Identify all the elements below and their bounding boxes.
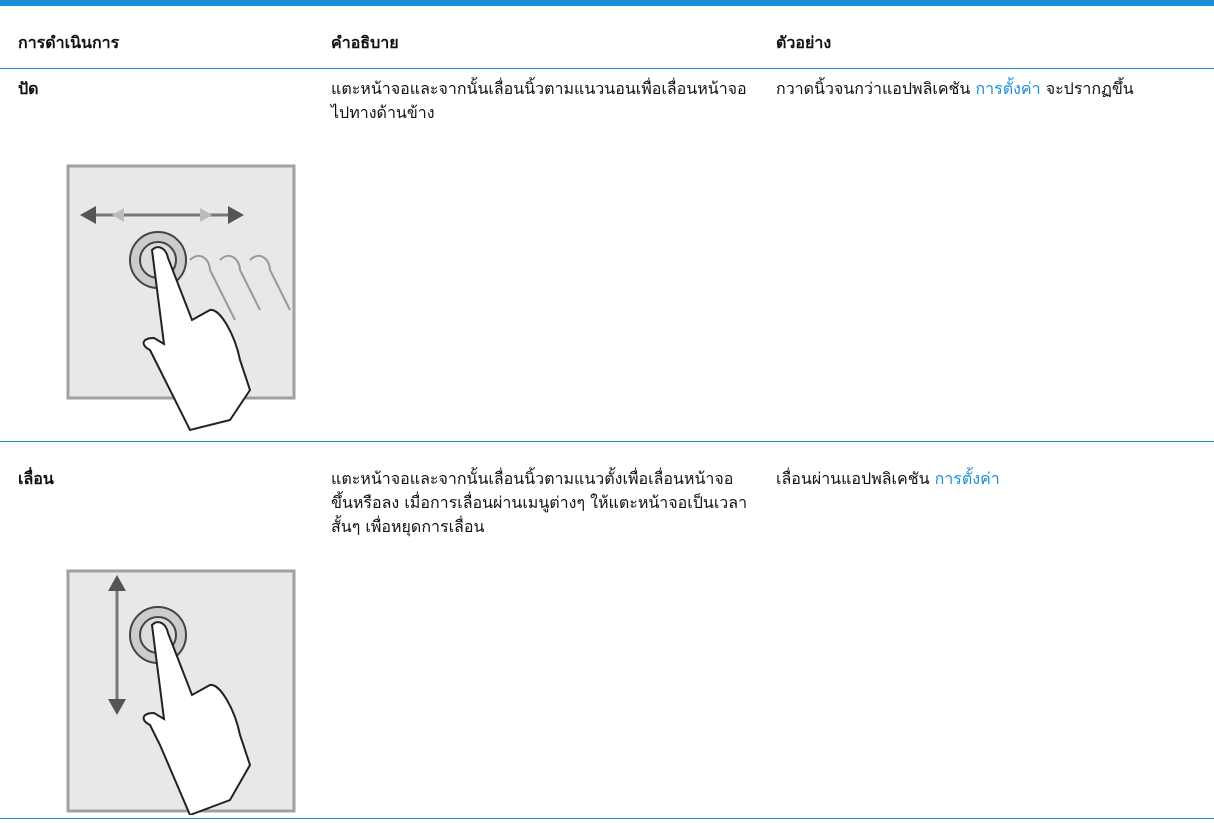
- scroll-illustration: [66, 569, 296, 815]
- example-text: จะปรากฏขึ้น: [1045, 79, 1134, 98]
- row-rule: [0, 818, 1214, 819]
- row-rule: [0, 441, 1214, 442]
- action: เลื่อน: [18, 469, 54, 488]
- example-text: กวาดนิ้วจนกว่าแอปพลิเคชัน: [776, 79, 971, 98]
- action: ปัด: [18, 79, 39, 98]
- example: กวาดนิ้วจนกว่าแอปพลิเคชัน การตั้งค่า จะป…: [776, 77, 1176, 101]
- example: เลื่อนผ่านแอปพลิเคชัน การตั้งค่า: [776, 467, 1176, 491]
- header-cell: การดำเนินการ: [18, 33, 120, 52]
- top-bar: [0, 0, 1214, 6]
- header-cell: คำอธิบาย: [331, 33, 399, 52]
- description: แตะหน้าจอและจากนั้นเลื่อนนิ้วตามแนวตั้งเ…: [331, 469, 748, 536]
- header-rule: [0, 68, 1214, 69]
- description: แตะหน้าจอและจากนั้นเลื่อนนิ้วตามแนวนอนเพ…: [331, 79, 747, 122]
- link[interactable]: การตั้งค่า: [934, 469, 1000, 488]
- link[interactable]: การตั้งค่า: [975, 79, 1041, 98]
- example-text: เลื่อนผ่านแอปพลิเคชัน: [776, 469, 930, 488]
- swipe-illustration: [66, 164, 296, 432]
- header-cell: ตัวอย่าง: [776, 33, 832, 52]
